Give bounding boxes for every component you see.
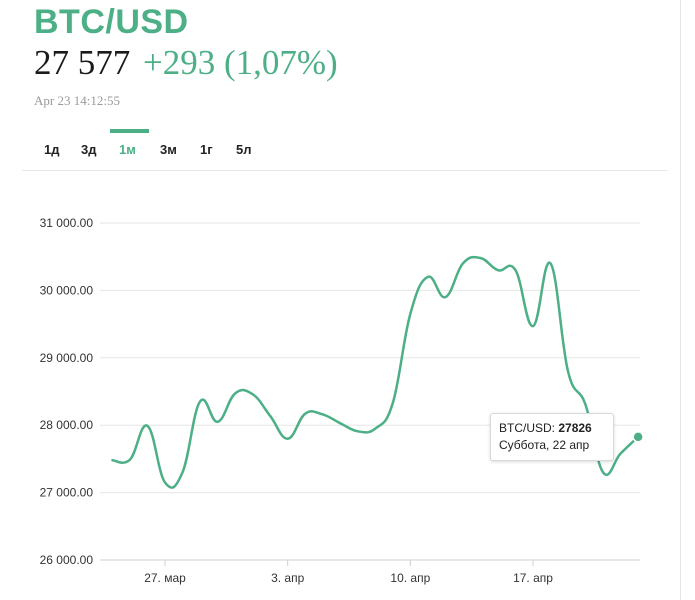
tabs-divider — [22, 170, 668, 171]
price-change: +293 (1,07%) — [143, 43, 338, 82]
panel-border — [680, 0, 681, 600]
x-tick-label: 27. мар — [144, 571, 186, 585]
tab-1y[interactable]: 1г — [200, 142, 213, 157]
y-tick-label: 28 000.00 — [40, 418, 94, 432]
y-axis: 26 000.00 27 000.00 28 000.00 29 000.00 30 0… — [40, 216, 94, 567]
price-row: 27 577 +293 (1,07%) — [34, 42, 338, 84]
tooltip-series-label: BTC/USD: — [499, 421, 556, 435]
highlight-point — [632, 431, 644, 443]
current-price: 27 577 — [34, 43, 131, 82]
x-axis: 27. мар 3. апр 10. апр 17. апр — [144, 560, 553, 585]
chart-tooltip: BTC/USD: 27826 Суббота, 22 апр — [490, 413, 614, 461]
y-tick-label: 26 000.00 — [40, 553, 94, 567]
tooltip-date: Суббота, 22 апр — [499, 438, 590, 452]
x-tick-label: 10. апр — [390, 571, 430, 585]
tab-5y[interactable]: 5л — [236, 142, 252, 157]
tab-3d[interactable]: 3д — [81, 142, 97, 157]
x-tick-label: 3. апр — [271, 571, 305, 585]
y-tick-label: 29 000.00 — [40, 351, 94, 365]
timestamp: Apr 23 14:12:55 — [34, 93, 120, 108]
x-tick-label: 17. апр — [513, 571, 553, 585]
tab-3m[interactable]: 3м — [160, 142, 177, 157]
tab-1d[interactable]: 1д — [44, 142, 60, 157]
tab-1m[interactable]: 1м — [119, 142, 136, 157]
y-tick-label: 30 000.00 — [40, 283, 94, 297]
y-tick-label: 31 000.00 — [40, 216, 94, 230]
y-tick-label: 27 000.00 — [40, 486, 94, 500]
tooltip-value: 27826 — [558, 421, 592, 435]
symbol-title: BTC/USD — [34, 3, 189, 41]
chart-grid — [100, 222, 640, 561]
active-tab-indicator — [110, 129, 149, 133]
tooltip-value-row: BTC/USD: 27826 — [499, 420, 605, 437]
series-line — [111, 255, 640, 489]
